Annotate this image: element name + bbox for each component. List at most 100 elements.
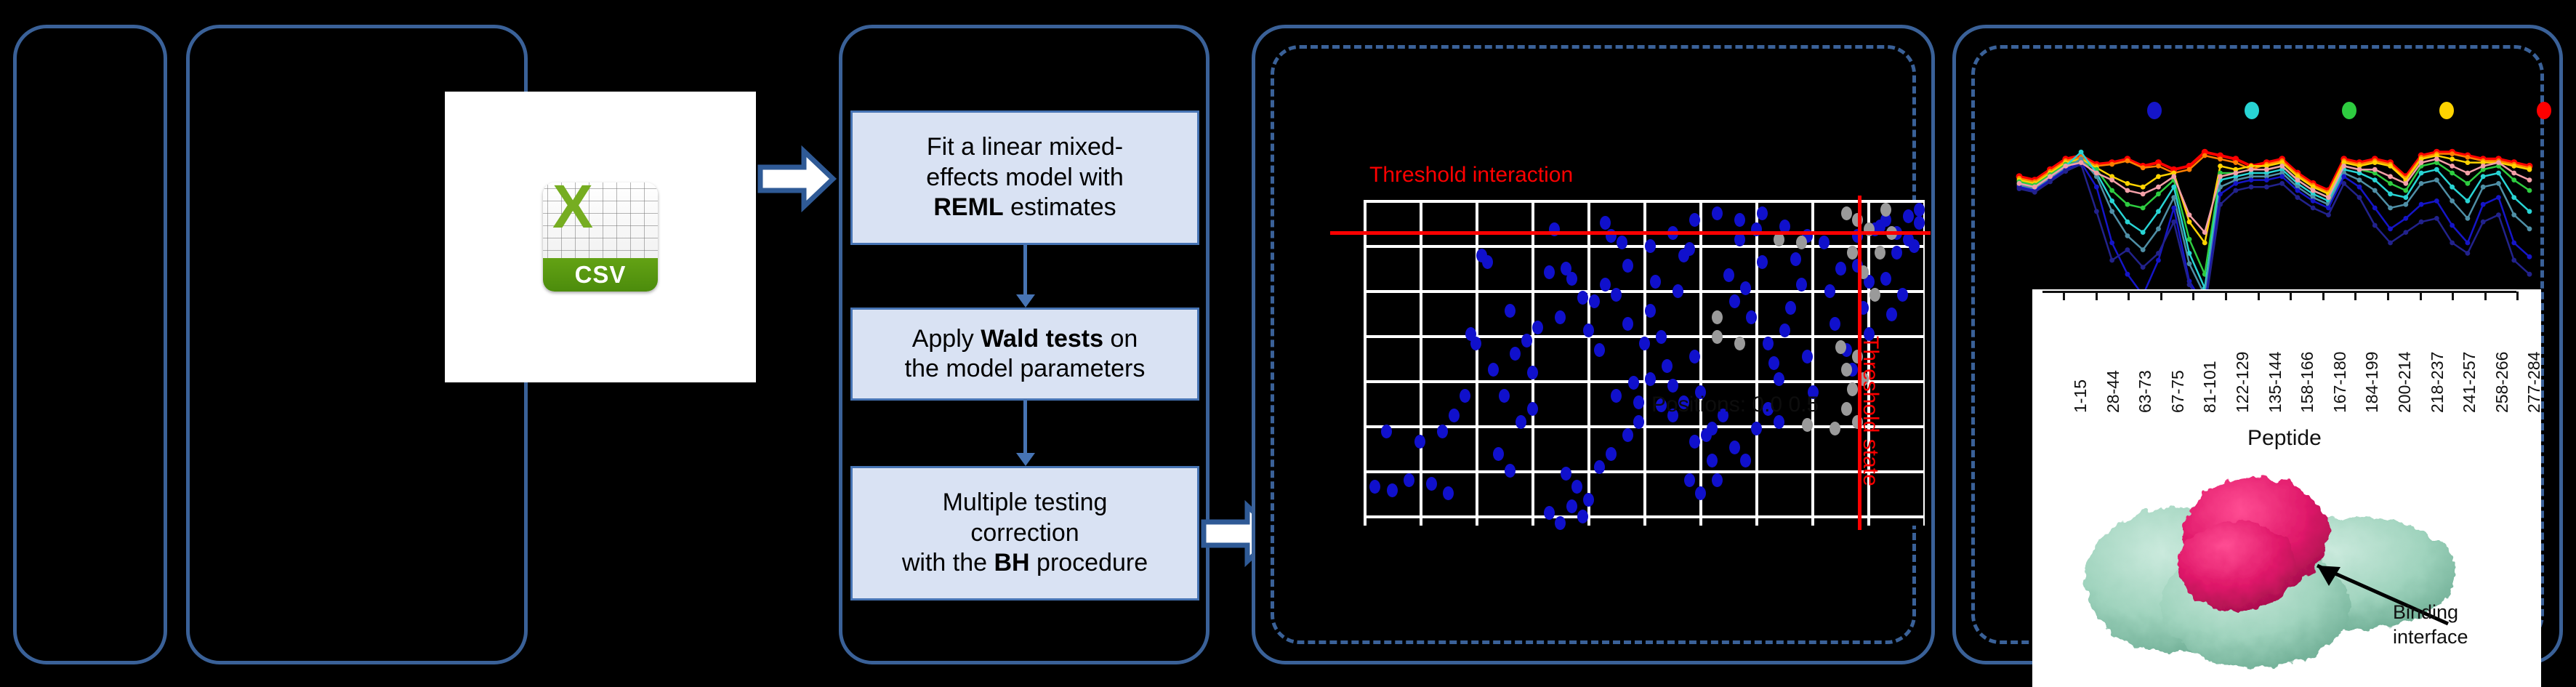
line-marker xyxy=(2125,233,2130,238)
scatter-points-layer xyxy=(1364,200,1925,530)
spreadsheet-grid-icon xyxy=(543,182,658,258)
scatter-point xyxy=(1869,287,1880,302)
scatter-gridlines xyxy=(1364,200,1925,526)
line-marker xyxy=(2356,164,2362,169)
bh-line1: Multiple testing xyxy=(942,489,1108,517)
line-marker xyxy=(2125,181,2130,186)
line-marker xyxy=(2032,184,2037,190)
scatter-point xyxy=(1667,408,1678,422)
line-marker xyxy=(2480,219,2486,225)
line-marker xyxy=(2248,184,2254,190)
line-marker xyxy=(2109,257,2115,263)
scatter-point xyxy=(1796,236,1808,250)
scatter-point xyxy=(1757,255,1768,270)
excel-x-icon: X xyxy=(552,182,594,241)
bh-line2: correction xyxy=(970,518,1079,547)
scatter-point xyxy=(1779,324,1790,338)
scatter-point xyxy=(1448,408,1460,422)
scatter-point xyxy=(1774,414,1785,429)
line-marker xyxy=(2496,195,2501,200)
scatter-point xyxy=(1762,401,1774,416)
scatter-point xyxy=(1516,414,1527,429)
line-marker xyxy=(2202,153,2207,158)
scatter-point xyxy=(1880,203,1891,217)
scatter-point xyxy=(1582,493,1594,507)
line-marker xyxy=(2078,160,2084,165)
x-axis-tick-label: 277-284 xyxy=(2524,351,2541,413)
scatter-plot: Positions: 0.0 0.5 xyxy=(1330,196,1931,530)
line-marker xyxy=(2186,282,2192,287)
scatter-point xyxy=(1807,385,1819,400)
scatter-point xyxy=(1784,300,1796,315)
line-marker xyxy=(2263,174,2269,180)
scatter-point xyxy=(1712,330,1723,345)
arrow-csv-to-model xyxy=(756,145,837,212)
scatter-point xyxy=(1897,287,1909,302)
scatter-point xyxy=(1734,232,1746,246)
line-marker xyxy=(2109,198,2115,204)
scatter-point xyxy=(1577,291,1589,305)
scatter-point xyxy=(1560,467,1571,481)
line-marker xyxy=(2527,226,2532,232)
scatter-point xyxy=(1571,480,1583,494)
line-marker xyxy=(2310,184,2316,190)
line-series xyxy=(2018,161,2530,308)
line-marker xyxy=(2372,166,2378,172)
scatter-point xyxy=(1459,388,1470,403)
scatter-point xyxy=(1504,463,1516,478)
line-marker xyxy=(2511,212,2517,217)
legend-dot xyxy=(2342,102,2356,119)
x-axis-tick-label: 200-214 xyxy=(2395,351,2414,413)
line-marker xyxy=(2326,212,2331,217)
line-marker xyxy=(2403,195,2409,200)
line-marker xyxy=(2496,212,2501,217)
line-marker xyxy=(2310,191,2316,197)
line-marker xyxy=(2156,257,2161,263)
line-marker xyxy=(2341,181,2347,186)
scatter-point xyxy=(1751,421,1763,435)
line-series xyxy=(2018,163,2530,312)
x-axis-tick-mark xyxy=(2387,292,2389,300)
process-box-bh-correction[interactable]: Multiple testing correction with the BH … xyxy=(850,466,1199,600)
x-axis-tick-mark xyxy=(2354,292,2357,300)
binding-interface-arrow xyxy=(2316,563,2450,626)
scatter-point xyxy=(1510,346,1521,361)
scatter-point xyxy=(1914,216,1925,230)
connector-fit-to-wald xyxy=(1023,245,1027,297)
line-marker xyxy=(2279,174,2285,180)
scatter-point xyxy=(1914,203,1925,217)
line-marker xyxy=(2356,195,2362,200)
line-marker xyxy=(2093,170,2099,176)
line-marker xyxy=(2511,170,2517,176)
line-marker xyxy=(2341,160,2347,165)
line-marker xyxy=(2511,177,2517,182)
process-box-fit-model[interactable]: Fit a linear mixed- effects model with R… xyxy=(850,111,1199,245)
line-marker xyxy=(2218,170,2223,176)
scatter-point xyxy=(1504,304,1516,318)
line-marker xyxy=(2341,174,2347,180)
line-marker xyxy=(2248,164,2254,169)
line-marker xyxy=(2263,166,2269,172)
line-marker xyxy=(2171,195,2177,200)
x-axis-tick-mark xyxy=(2484,292,2487,300)
binding-interface-label-line1: Binding xyxy=(2393,601,2459,623)
scatter-point xyxy=(1493,447,1505,462)
line-marker xyxy=(2450,156,2455,162)
scatter-point xyxy=(1582,324,1594,338)
line-marker xyxy=(2218,184,2223,190)
line-marker xyxy=(2063,169,2069,174)
process-box-wald-tests[interactable]: Apply Wald tests on the model parameters xyxy=(850,308,1199,401)
scatter-point xyxy=(1739,281,1751,295)
line-marker xyxy=(2093,174,2099,180)
line-marker xyxy=(2527,271,2532,277)
scatter-point xyxy=(1774,232,1785,246)
x-axis-tick-label: 28-44 xyxy=(2103,370,2122,413)
line-marker xyxy=(2527,254,2532,260)
line-marker xyxy=(2154,159,2162,166)
line-marker xyxy=(2156,174,2161,180)
line-marker xyxy=(2388,174,2393,180)
line-marker xyxy=(2450,222,2455,228)
line-marker xyxy=(2140,184,2146,190)
scatter-point xyxy=(1846,382,1858,396)
line-marker xyxy=(2356,177,2362,182)
